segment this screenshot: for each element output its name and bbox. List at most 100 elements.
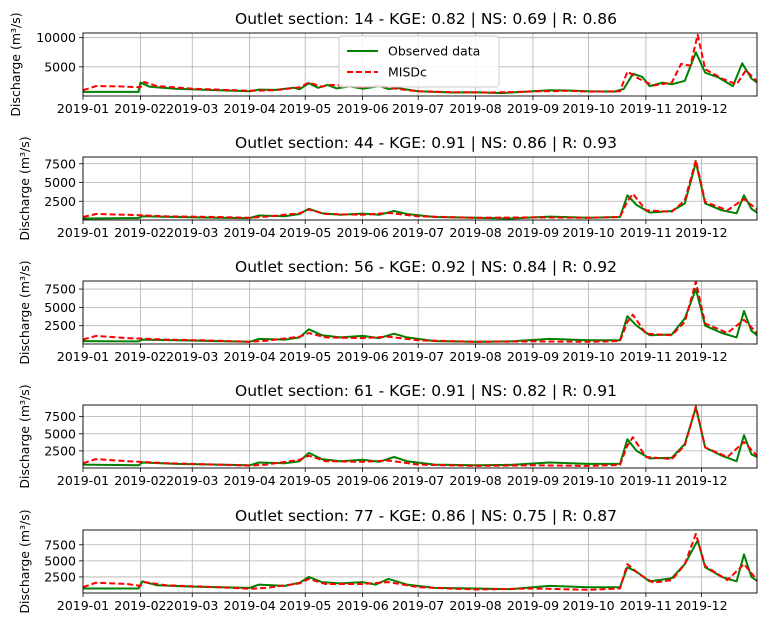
y-tick-label: 7500 xyxy=(44,156,76,171)
x-tick-label: 2019-06 xyxy=(336,349,388,364)
x-tick-label: 2019-05 xyxy=(279,473,331,488)
x-tick-label: 2019-04 xyxy=(224,349,276,364)
y-tick-label: 10000 xyxy=(36,30,76,45)
y-tick-label: 2500 xyxy=(44,569,76,584)
x-tick-label: 2019-07 xyxy=(392,101,444,116)
x-tick-label: 2019-04 xyxy=(224,225,276,240)
legend-box xyxy=(338,35,500,88)
x-tick-label: 2019-07 xyxy=(392,225,444,240)
x-tick-label: 2019-11 xyxy=(620,101,672,116)
x-tick-label: 2019-12 xyxy=(675,101,727,116)
x-tick-label: 2019-03 xyxy=(166,598,218,613)
axes-frame xyxy=(82,529,758,594)
y-tick-label: 5000 xyxy=(44,553,76,568)
y-tick-label: 2500 xyxy=(44,443,76,458)
x-tick-label: 2019-02 xyxy=(114,225,166,240)
subplot-title: Outlet section: 61 - KGE: 0.91 | NS: 0.8… xyxy=(235,382,617,400)
observed-series-line xyxy=(83,288,757,343)
x-tick-label: 2019-10 xyxy=(562,473,614,488)
model-series-line xyxy=(83,405,757,467)
subplot-1: Outlet section: 14 - KGE: 0.82 | NS: 0.6… xyxy=(8,10,758,117)
x-tick-label: 2019-07 xyxy=(392,598,444,613)
x-tick-label: 2019-09 xyxy=(507,101,559,116)
x-tick-label: 2019-09 xyxy=(507,349,559,364)
x-tick-label: 2019-12 xyxy=(675,225,727,240)
x-tick-label: 2019-02 xyxy=(114,349,166,364)
axes-frame xyxy=(82,404,758,469)
x-tick-label: 2019-11 xyxy=(620,473,672,488)
x-tick-label: 2019-05 xyxy=(279,101,331,116)
x-tick-label: 2019-10 xyxy=(562,225,614,240)
subplot-2: Outlet section: 44 - KGE: 0.91 | NS: 0.8… xyxy=(17,134,758,241)
x-tick-label: 2019-06 xyxy=(336,225,388,240)
y-axis-label: Discharge (m³/s) xyxy=(17,509,32,613)
legend-observed-label: Observed data xyxy=(388,44,480,59)
x-tick-label: 2019-09 xyxy=(507,598,559,613)
x-tick-label: 2019-10 xyxy=(562,101,614,116)
subplot-title: Outlet section: 44 - KGE: 0.91 | NS: 0.8… xyxy=(235,134,617,152)
x-tick-label: 2019-05 xyxy=(279,225,331,240)
y-axis-label: Discharge (m³/s) xyxy=(8,12,23,116)
model-series-line xyxy=(83,33,757,94)
subplot-title: Outlet section: 56 - KGE: 0.92 | NS: 0.8… xyxy=(235,258,617,276)
x-tick-label: 2019-05 xyxy=(279,349,331,364)
subplot-title: Outlet section: 14 - KGE: 0.82 | NS: 0.6… xyxy=(235,10,617,28)
x-tick-label: 2019-12 xyxy=(675,473,727,488)
y-tick-label: 2500 xyxy=(44,318,76,333)
subplot-title: Outlet section: 77 - KGE: 0.86 | NS: 0.7… xyxy=(235,507,617,525)
x-tick-label: 2019-03 xyxy=(166,101,218,116)
subplot-4: Outlet section: 61 - KGE: 0.91 | NS: 0.8… xyxy=(17,382,758,489)
x-tick-label: 2019-11 xyxy=(620,349,672,364)
y-tick-label: 7500 xyxy=(44,409,76,424)
x-tick-label: 2019-06 xyxy=(336,473,388,488)
model-series-line xyxy=(83,159,757,219)
y-axis-label: Discharge (m³/s) xyxy=(17,136,32,240)
x-tick-label: 2019-01 xyxy=(57,225,109,240)
y-tick-label: 7500 xyxy=(44,282,76,297)
y-tick-label: 5000 xyxy=(44,300,76,315)
model-series-line xyxy=(83,532,757,591)
x-tick-label: 2019-09 xyxy=(507,225,559,240)
x-tick-label: 2019-06 xyxy=(336,598,388,613)
x-tick-label: 2019-08 xyxy=(449,101,501,116)
x-tick-label: 2019-11 xyxy=(620,598,672,613)
x-tick-label: 2019-03 xyxy=(166,473,218,488)
x-tick-label: 2019-08 xyxy=(449,473,501,488)
x-tick-label: 2019-03 xyxy=(166,225,218,240)
x-tick-label: 2019-04 xyxy=(224,101,276,116)
x-tick-label: 2019-06 xyxy=(336,101,388,116)
x-tick-label: 2019-12 xyxy=(675,598,727,613)
x-tick-label: 2019-02 xyxy=(114,101,166,116)
x-tick-label: 2019-10 xyxy=(562,349,614,364)
model-series-line xyxy=(83,281,757,343)
x-tick-label: 2019-08 xyxy=(449,349,501,364)
x-tick-label: 2019-04 xyxy=(224,473,276,488)
legend-model-label: MISDc xyxy=(388,65,427,80)
x-tick-label: 2019-08 xyxy=(449,225,501,240)
x-tick-label: 2019-07 xyxy=(392,349,444,364)
y-axis-label: Discharge (m³/s) xyxy=(17,260,32,364)
x-tick-label: 2019-10 xyxy=(562,598,614,613)
subplot-3: Outlet section: 56 - KGE: 0.92 | NS: 0.8… xyxy=(17,258,758,365)
x-tick-label: 2019-09 xyxy=(507,473,559,488)
x-tick-label: 2019-11 xyxy=(620,225,672,240)
axes-frame xyxy=(82,156,758,221)
y-axis-label: Discharge (m³/s) xyxy=(17,384,32,488)
x-tick-label: 2019-08 xyxy=(449,598,501,613)
x-tick-label: 2019-03 xyxy=(166,349,218,364)
observed-series-line xyxy=(83,539,757,591)
axes-frame xyxy=(82,280,758,345)
y-tick-label: 5000 xyxy=(44,59,76,74)
x-tick-label: 2019-04 xyxy=(224,598,276,613)
y-tick-label: 5000 xyxy=(44,175,76,190)
x-tick-label: 2019-07 xyxy=(392,473,444,488)
x-tick-label: 2019-02 xyxy=(114,598,166,613)
y-tick-label: 5000 xyxy=(44,426,76,441)
x-tick-label: 2019-12 xyxy=(675,349,727,364)
axes-frame xyxy=(82,32,758,97)
legend: Observed data MISDc xyxy=(338,35,500,88)
x-tick-label: 2019-01 xyxy=(57,101,109,116)
x-tick-label: 2019-01 xyxy=(57,349,109,364)
x-tick-label: 2019-01 xyxy=(57,598,109,613)
